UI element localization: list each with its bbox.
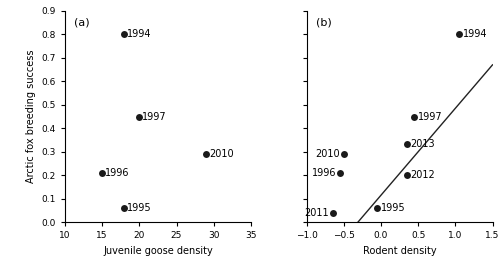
Text: 2013: 2013	[410, 138, 436, 149]
Text: 2010: 2010	[209, 149, 234, 159]
Text: (a): (a)	[74, 17, 90, 27]
Text: 1995: 1995	[128, 203, 152, 213]
Y-axis label: Arctic fox breeding success: Arctic fox breeding success	[26, 50, 36, 183]
Text: (b): (b)	[316, 17, 332, 27]
X-axis label: Rodent density: Rodent density	[363, 246, 436, 256]
X-axis label: Juvenile goose density: Juvenile goose density	[103, 246, 213, 256]
Text: 1997: 1997	[418, 112, 443, 121]
Text: 1994: 1994	[128, 29, 152, 39]
Text: 1996: 1996	[312, 168, 336, 178]
Text: 1994: 1994	[463, 29, 487, 39]
Text: 2011: 2011	[304, 208, 329, 218]
Text: 1996: 1996	[105, 168, 130, 178]
Text: 1995: 1995	[381, 203, 406, 213]
Text: 2012: 2012	[410, 170, 436, 180]
Text: 1997: 1997	[142, 112, 167, 121]
Text: 2010: 2010	[316, 149, 340, 159]
